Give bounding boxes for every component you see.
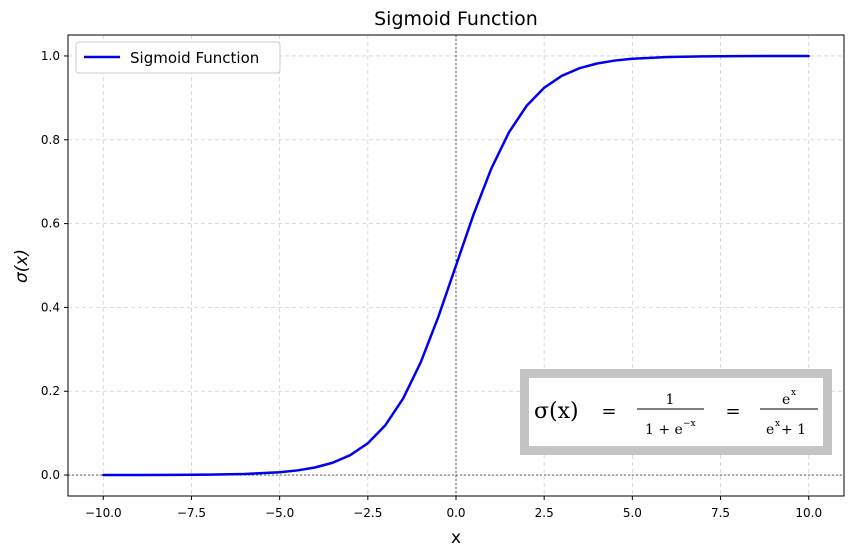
legend: Sigmoid Function bbox=[75, 41, 281, 74]
x-tick-label: 5.0 bbox=[623, 506, 642, 520]
y-tick-label: 0.0 bbox=[41, 468, 60, 482]
formula-equals-2: = bbox=[725, 401, 740, 422]
y-tick-label: 0.8 bbox=[41, 133, 60, 147]
formula-frac1-numerator: 1 bbox=[666, 392, 675, 408]
y-tick-label: 1.0 bbox=[41, 49, 60, 63]
formula-frac2-denominator-base: e bbox=[766, 422, 774, 438]
y-tick-label: 0.4 bbox=[41, 300, 60, 314]
series-layer bbox=[102, 54, 810, 477]
formula-background bbox=[529, 378, 823, 446]
x-tick-label: 7.5 bbox=[711, 506, 730, 520]
axes-frame bbox=[67, 34, 845, 497]
formula-frac2-numerator: e bbox=[782, 392, 790, 408]
x-tick-label: −2.5 bbox=[353, 506, 382, 520]
legend-box bbox=[75, 41, 281, 74]
formula-frac1-denominator: 1 + e bbox=[645, 422, 683, 438]
formula-frac1-exponent: −x bbox=[683, 419, 696, 429]
x-axis-label: x bbox=[451, 528, 461, 548]
x-tick-label: 10.0 bbox=[795, 506, 822, 520]
y-tick-label: 0.2 bbox=[41, 384, 60, 398]
formula-frac2-denominator-tail: + 1 bbox=[781, 422, 806, 438]
y-axis-label: σ(x) bbox=[12, 249, 32, 283]
formula-frac2-numerator-exponent: x bbox=[791, 388, 796, 398]
x-tick-label: 0.0 bbox=[446, 506, 465, 520]
formula-equals-1: = bbox=[601, 401, 616, 422]
formula-frac2-denominator-exponent: x bbox=[775, 419, 780, 429]
x-tick-label: 2.5 bbox=[535, 506, 554, 520]
x-tick-label: −10.0 bbox=[85, 506, 122, 520]
sigmoid-curve bbox=[102, 54, 810, 477]
x-tick-label: −7.5 bbox=[177, 506, 206, 520]
formula-lhs: σ(x) bbox=[534, 399, 579, 424]
chart-title: Sigmoid Function bbox=[374, 8, 538, 30]
y-tick-label: 0.6 bbox=[41, 217, 60, 231]
x-tick-label: −5.0 bbox=[265, 506, 294, 520]
x-axis-ticks: −10.0 −7.5 −5.0 −2.5 0.0 2.5 5.0 7.5 10.0 bbox=[85, 496, 822, 520]
y-axis-ticks: 0.0 0.2 0.4 0.6 0.8 1.0 bbox=[41, 49, 68, 482]
legend-label: Sigmoid Function bbox=[130, 49, 259, 67]
formula-box: σ(x) = 1 1 + e −x = e x e x + 1 bbox=[520, 369, 832, 455]
